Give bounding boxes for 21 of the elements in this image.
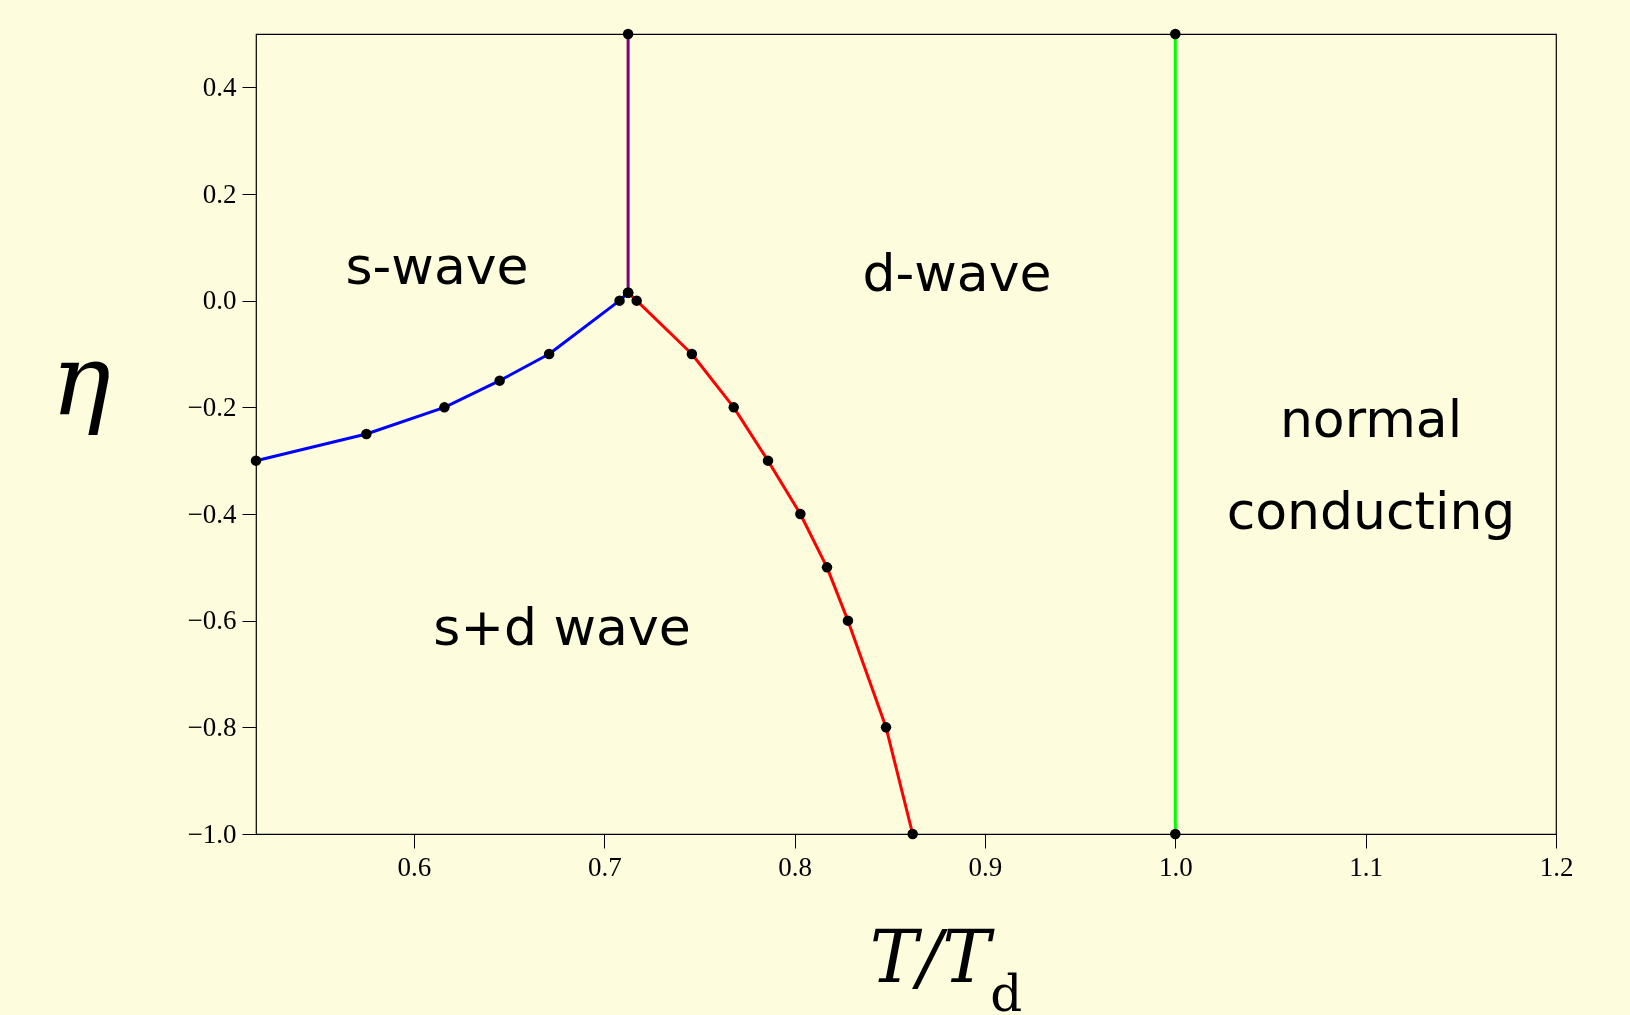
y-tick-label: 0.2	[202, 178, 237, 209]
annotation: normal conducting	[1226, 389, 1516, 541]
x-axis-title: T/T$_{d}$	[869, 915, 1023, 1015]
y-tick-label: −1.0	[187, 818, 237, 849]
y-tick-label: −0.4	[187, 498, 237, 529]
x-tick-label: 0.6	[397, 851, 432, 882]
y-tick-label: 0.0	[202, 285, 237, 316]
x-tick-label: 0.7	[587, 851, 622, 882]
y-tick-label: −0.2	[187, 391, 237, 422]
x-tick-label: 1.0	[1158, 851, 1193, 882]
y-axis-title: η	[51, 321, 111, 438]
annotation: s+d wave	[433, 597, 691, 657]
x-tick-label: 1.2	[1539, 851, 1574, 882]
y-tick-label: 0.4	[202, 71, 237, 102]
y-tick-label: −0.6	[187, 605, 237, 636]
annotation: s-wave	[345, 236, 529, 296]
x-tick-label: 0.8	[778, 851, 813, 882]
x-tick-label: 1.1	[1349, 851, 1384, 882]
annotation: d-wave	[862, 243, 1052, 303]
y-tick-label: −0.8	[187, 711, 237, 742]
x-tick-label: 0.9	[968, 851, 1003, 882]
